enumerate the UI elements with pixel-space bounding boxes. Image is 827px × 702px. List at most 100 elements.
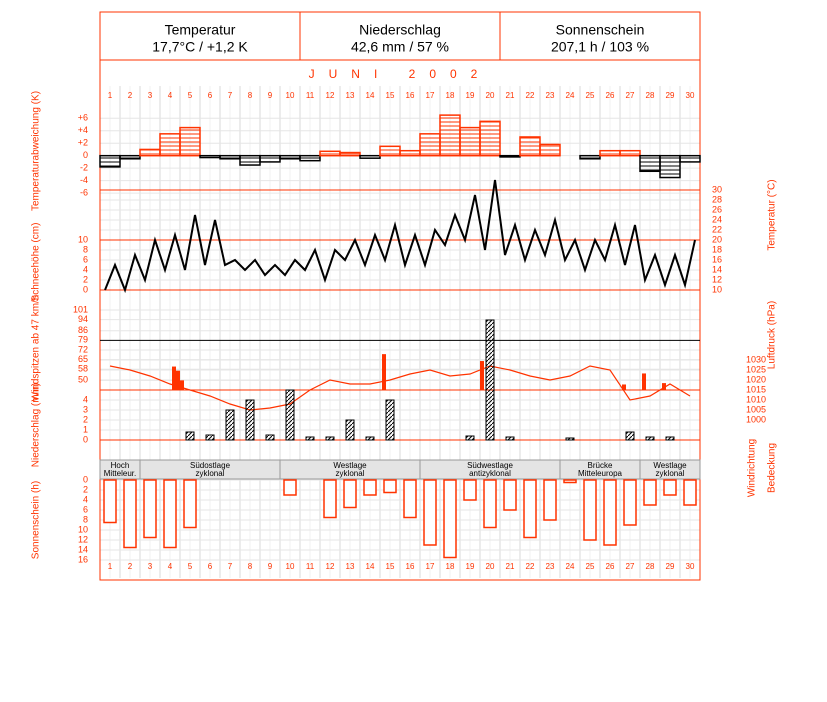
y-tick-label: +2 bbox=[78, 138, 88, 148]
day-label: 22 bbox=[526, 562, 535, 571]
bar bbox=[563, 479, 577, 484]
y-tick-label: 1000 bbox=[746, 414, 766, 424]
day-label: 7 bbox=[228, 91, 233, 100]
y-tick-label: 4 bbox=[83, 264, 88, 274]
bar bbox=[543, 479, 557, 521]
day-label: 17 bbox=[426, 91, 435, 100]
y-tick-label: 14 bbox=[712, 264, 722, 274]
day-label: 11 bbox=[306, 562, 315, 571]
bar bbox=[662, 383, 666, 390]
bar bbox=[176, 370, 180, 390]
y-tick-label: 86 bbox=[78, 325, 88, 335]
weather-type-label: Südwestlage bbox=[467, 461, 513, 470]
weather-type-label: Westlage bbox=[653, 461, 687, 470]
day-label: 17 bbox=[426, 562, 435, 571]
bar bbox=[143, 479, 157, 539]
day-label: 5 bbox=[188, 562, 193, 571]
bar bbox=[465, 435, 475, 441]
bar bbox=[325, 436, 335, 441]
bar bbox=[363, 479, 377, 496]
side-label: Bedeckung bbox=[767, 443, 778, 493]
y-tick-label: 12 bbox=[78, 534, 88, 544]
day-label: 16 bbox=[406, 562, 415, 571]
anomaly-bar bbox=[419, 133, 441, 157]
weather-type-label: zyklonal bbox=[196, 469, 225, 478]
axis-label: Temperatur (°C) bbox=[767, 179, 778, 250]
y-tick-label: 18 bbox=[712, 244, 722, 254]
y-tick-label: 0 bbox=[83, 474, 88, 484]
bar bbox=[225, 409, 235, 441]
header-value: 17,7°C / +1,2 K bbox=[152, 39, 248, 55]
y-tick-label: 12 bbox=[712, 274, 722, 284]
bar bbox=[103, 479, 117, 524]
y-tick-label: 10 bbox=[712, 284, 722, 294]
y-tick-label: 24 bbox=[712, 214, 722, 224]
line-series bbox=[104, 179, 696, 294]
side-label: Windrichtung bbox=[747, 439, 758, 497]
bar bbox=[505, 436, 515, 441]
anomaly-bar bbox=[279, 154, 301, 160]
day-label: 9 bbox=[268, 562, 273, 571]
y-tick-label: +4 bbox=[78, 125, 88, 135]
day-label: 19 bbox=[466, 91, 475, 100]
day-label: 20 bbox=[486, 91, 495, 100]
weather-type-box bbox=[639, 459, 701, 480]
bar bbox=[565, 437, 575, 441]
header-value: 42,6 mm / 57 % bbox=[351, 39, 449, 55]
weather-type-strip bbox=[100, 460, 700, 479]
day-label: 7 bbox=[228, 562, 233, 571]
day-label: 10 bbox=[286, 91, 295, 100]
y-tick-label: 16 bbox=[78, 554, 88, 564]
day-label: 22 bbox=[526, 91, 535, 100]
anomaly-bar bbox=[359, 154, 381, 159]
anomaly-bar bbox=[259, 154, 281, 163]
bar bbox=[603, 479, 617, 546]
y-tick-label: 10 bbox=[78, 234, 88, 244]
anomaly-bar bbox=[679, 154, 701, 163]
weather-type-label: zyklonal bbox=[656, 469, 685, 478]
anomaly-bar bbox=[619, 149, 641, 157]
y-tick-label: 2 bbox=[83, 484, 88, 494]
day-label: 15 bbox=[386, 91, 395, 100]
bar bbox=[383, 479, 397, 494]
bar bbox=[583, 479, 597, 541]
day-label: 28 bbox=[646, 562, 655, 571]
day-label: 19 bbox=[466, 562, 475, 571]
y-tick-label: 30 bbox=[712, 184, 722, 194]
day-label: 29 bbox=[666, 562, 675, 571]
bar bbox=[642, 373, 646, 390]
anomaly-bar bbox=[319, 150, 341, 157]
anomaly-bar bbox=[99, 154, 121, 168]
y-tick-label: 2 bbox=[83, 274, 88, 284]
y-tick-label: 28 bbox=[712, 194, 722, 204]
y-tick-label: 4 bbox=[83, 394, 88, 404]
day-label: 27 bbox=[626, 562, 635, 571]
day-label: 20 bbox=[486, 562, 495, 571]
day-label: 29 bbox=[666, 91, 675, 100]
weather-type-label: Mitteleur. bbox=[104, 469, 136, 478]
y-tick-label: 72 bbox=[78, 344, 88, 354]
y-tick-label: 50 bbox=[78, 375, 88, 385]
day-label: 25 bbox=[586, 91, 595, 100]
bar bbox=[463, 479, 477, 501]
anomaly-bar bbox=[339, 151, 361, 157]
bar bbox=[385, 399, 395, 441]
y-tick-label: 58 bbox=[78, 364, 88, 374]
y-tick-label: 10 bbox=[78, 524, 88, 534]
bar bbox=[483, 479, 497, 529]
day-label: 23 bbox=[546, 91, 555, 100]
y-tick-label: 20 bbox=[712, 234, 722, 244]
day-label: 8 bbox=[248, 562, 253, 571]
anomaly-bar bbox=[139, 148, 161, 157]
day-label: 6 bbox=[208, 562, 213, 571]
bar bbox=[423, 479, 437, 546]
y-tick-label: 1 bbox=[83, 424, 88, 434]
bar bbox=[663, 479, 677, 496]
anomaly-bar bbox=[519, 136, 541, 157]
line-series bbox=[109, 365, 691, 411]
y-tick-label: 14 bbox=[78, 544, 88, 554]
day-label: 3 bbox=[148, 91, 153, 100]
y-tick-label: 26 bbox=[712, 204, 722, 214]
y-tick-label: 0 bbox=[83, 284, 88, 294]
bar bbox=[265, 434, 275, 441]
